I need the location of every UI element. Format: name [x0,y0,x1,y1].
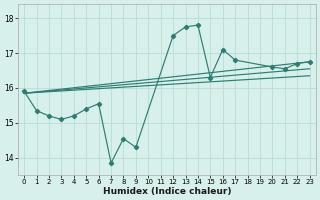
X-axis label: Humidex (Indice chaleur): Humidex (Indice chaleur) [103,187,231,196]
